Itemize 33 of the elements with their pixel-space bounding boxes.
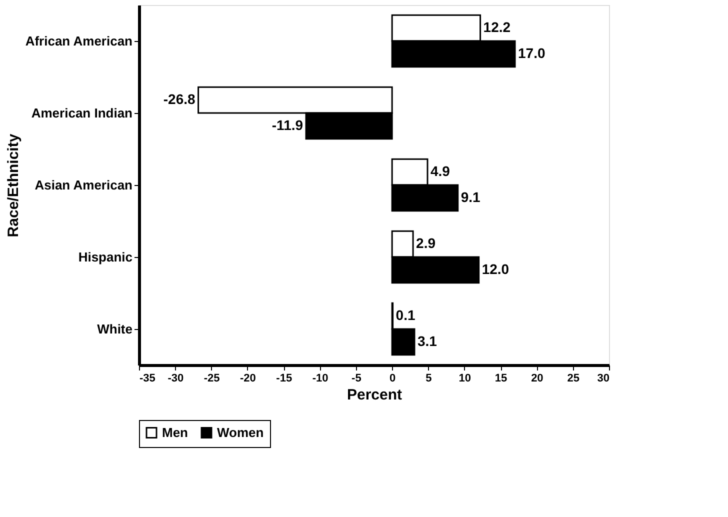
- x-tick-label: -15: [276, 372, 292, 384]
- y-tick-label: American Indian: [31, 106, 133, 120]
- x-tick-label: 5: [426, 372, 432, 384]
- y-tick-label: African American: [25, 34, 133, 48]
- x-tick-label: -5: [352, 372, 362, 384]
- data-label: 3.1: [417, 332, 438, 349]
- x-tick-label: 15: [494, 372, 508, 384]
- x-tick-label: -20: [240, 372, 256, 384]
- data-label: -11.9: [272, 116, 304, 133]
- x-tick-label: 20: [531, 372, 544, 384]
- data-label: 4.9: [430, 163, 450, 180]
- data-label: 12.0: [482, 260, 510, 277]
- data-label: 2.9: [416, 235, 436, 252]
- x-tick-label: 25: [567, 372, 580, 384]
- x-tick-label: -10: [312, 372, 328, 384]
- x-tick-label: 10: [458, 372, 472, 384]
- x-tick-label: -25: [204, 372, 220, 384]
- legend-label: Women: [217, 424, 264, 440]
- data-label: 17.0: [518, 44, 546, 61]
- data-label: 0.1: [396, 307, 416, 324]
- x-tick-label: -30: [168, 372, 184, 384]
- x-axis-title: Percent: [346, 386, 402, 404]
- y-tick-label: Hispanic: [78, 250, 132, 264]
- x-tick-label: -35: [140, 372, 156, 384]
- x-tick-label: 0: [390, 372, 396, 384]
- data-label: 12.2: [483, 19, 511, 36]
- data-label: 9.1: [460, 188, 481, 205]
- y-tick-label: White: [97, 322, 132, 336]
- x-tick-label: 30: [597, 372, 610, 384]
- legend-label: Men: [162, 424, 188, 440]
- data-label: -26.8: [163, 91, 196, 108]
- y-axis-title: Race/Ethnicity: [4, 133, 22, 238]
- y-tick-label: Asian American: [34, 178, 133, 192]
